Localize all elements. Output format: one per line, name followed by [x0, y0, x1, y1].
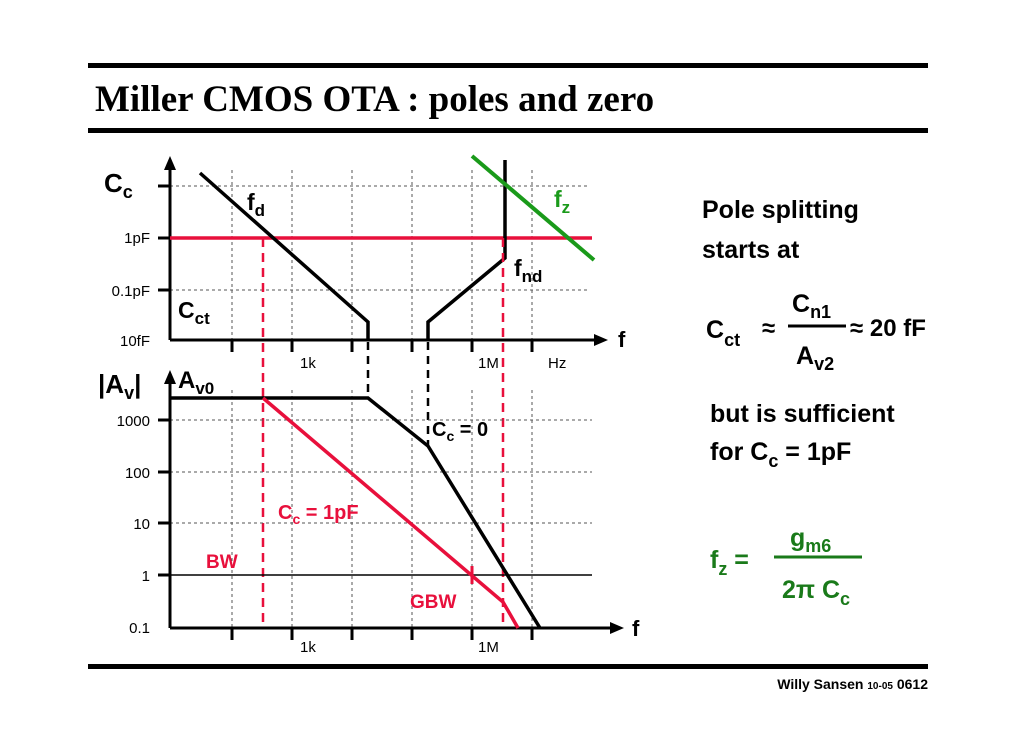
side-line-4: for Cc = 1pF	[710, 438, 851, 471]
top-y-tick-1pf: 1pF	[124, 230, 150, 247]
slide-title: Miller CMOS OTA : poles and zero	[95, 79, 655, 120]
fd-curve	[198, 171, 370, 340]
bottom-x-tick-1m: 1M	[478, 639, 499, 656]
top-y-tick-01pf: 0.1pF	[112, 283, 150, 300]
footer-date: 10-05	[867, 681, 893, 692]
eq2-denominator: 2π Cc	[782, 576, 850, 609]
gbw-label: GBW	[410, 592, 457, 613]
bottom-y-axis-label: |Av|	[98, 369, 141, 403]
bottom-x-arrow	[610, 622, 624, 634]
footer-page: 0612	[896, 676, 928, 692]
red-markers	[261, 238, 505, 628]
cct-label: Cct	[178, 297, 210, 328]
bottom-y-tick-01: 0.1	[129, 620, 150, 637]
fz-curve	[470, 154, 596, 262]
bottom-y-tick-1000: 1000	[117, 413, 150, 430]
footer-rule	[88, 664, 928, 669]
footer: Willy Sansen 10-05 0612	[777, 676, 928, 692]
pole-connectors	[366, 342, 430, 446]
bw-label: BW	[206, 552, 238, 573]
fd-label: fd	[247, 189, 265, 220]
eq1-numerator: Cn1	[792, 290, 831, 322]
bottom-plot-grid	[170, 390, 592, 628]
top-x-tick-hz: Hz	[548, 355, 566, 372]
side-line-1: Pole splitting	[702, 196, 859, 224]
top-y-axis-label: Cc	[104, 168, 133, 202]
gain-curve-cc0	[170, 396, 542, 629]
fnd-label: fnd	[514, 255, 542, 286]
top-x-axis-label: f	[618, 327, 626, 352]
bottom-x-tick-1k: 1k	[300, 639, 316, 656]
title-bottom-rule	[88, 128, 928, 133]
side-line-3: but is sufficient	[710, 400, 895, 428]
top-y-tick-10ff: 10fF	[120, 333, 150, 350]
bottom-y-tick-1: 1	[142, 568, 150, 585]
eq1-cct: Cct	[706, 316, 740, 350]
bottom-x-axis-label: f	[632, 616, 640, 641]
top-y-ticks	[158, 184, 170, 292]
bottom-y-tick-100: 100	[125, 465, 150, 482]
side-line-2: starts at	[702, 236, 800, 264]
top-plot-grid	[170, 170, 590, 340]
eq1-denominator: Av2	[796, 342, 834, 374]
eq1-approx: ≈	[762, 315, 775, 342]
top-x-arrow	[594, 334, 608, 346]
fz-label: fz	[554, 186, 570, 217]
top-y-arrow	[164, 156, 176, 170]
top-x-tick-1k: 1k	[300, 355, 316, 372]
bottom-y-tick-10: 10	[133, 516, 150, 533]
gain-curve-cc1pf	[261, 396, 520, 629]
eq1-result: ≈ 20 fF	[850, 315, 926, 342]
bottom-y-arrow	[164, 370, 176, 384]
eq2-fz: fz =	[710, 546, 749, 579]
top-x-tick-1m: 1M	[478, 355, 499, 372]
footer-author: Willy Sansen	[777, 676, 864, 692]
bottom-x-ticks	[230, 628, 534, 640]
cc1pf-label: Cc = 1pF	[278, 502, 359, 527]
title-top-rule	[88, 63, 928, 68]
cc0-label: Cc = 0	[432, 419, 488, 444]
fnd-curve	[426, 160, 507, 340]
eq2-numerator: gm6	[790, 524, 831, 556]
av0-label: Av0	[178, 367, 214, 398]
top-x-ticks	[230, 340, 534, 352]
bottom-y-ticks	[158, 418, 170, 577]
